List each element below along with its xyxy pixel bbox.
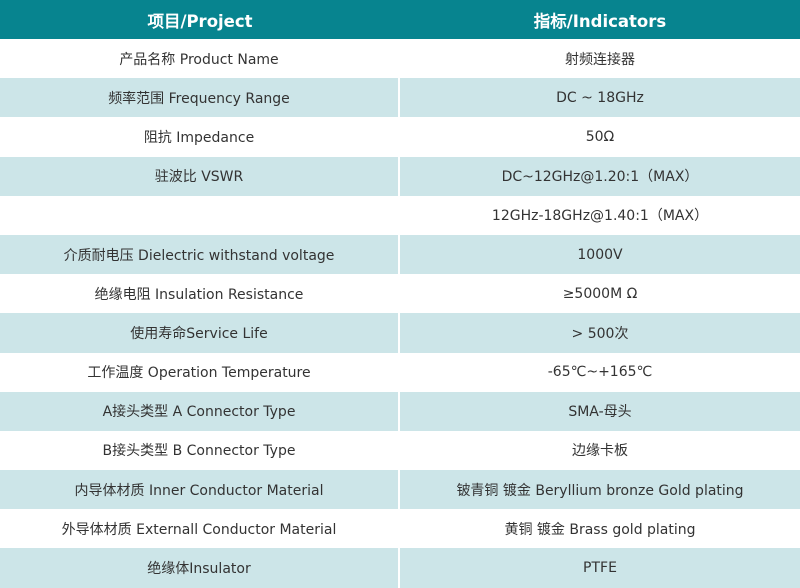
indicator-cell: DC~12GHz@1.20:1（MAX）: [400, 156, 800, 196]
project-cell: 阻抗 Impedance: [0, 117, 400, 157]
indicator-cell: 50Ω: [585, 128, 615, 145]
table-row: 阻抗 Impedance 50Ω: [0, 117, 800, 157]
indicator-cell: 射频连接器: [565, 51, 635, 68]
indicator-cell: 边缘卡板: [572, 443, 628, 460]
table-row: 频率范围 Frequency Range DC ~ 18GHz: [0, 78, 800, 118]
project-cell: 使用寿命Service Life: [0, 313, 400, 353]
indicator-cell: -65℃~+165℃: [547, 364, 653, 381]
project-cell: A接头类型 A Connector Type: [0, 391, 400, 431]
project-cell: 工作温度 Operation Temperature: [0, 352, 400, 392]
table-row: 使用寿命Service Life > 500次: [0, 313, 800, 353]
indicator-cell: 黄铜 镀金 Brass gold plating: [504, 521, 696, 538]
table-header-row: 项目/Project 指标/Indicators: [0, 0, 800, 39]
table-row: A接头类型 A Connector Type SMA-母头: [0, 391, 800, 431]
table-row: 驻波比 VSWR DC~12GHz@1.20:1（MAX）: [0, 156, 800, 196]
project-cell: B接头类型 B Connector Type: [0, 430, 400, 471]
table-row: 介质耐电压 Dielectric withstand voltage 1000V: [0, 234, 800, 275]
indicator-cell: 1000V: [400, 234, 800, 275]
table-row: 内导体材质 Inner Conductor Material 铍青铜 镀金 Ber…: [0, 470, 800, 510]
project-cell: 外导体材质 Externall Conductor Material: [0, 509, 400, 549]
project-cell: 驻波比 VSWR: [0, 156, 400, 196]
project-cell: 绝缘电阻 Insulation Resistance: [0, 274, 400, 314]
project-cell: 绝缘体Insulator: [0, 548, 400, 588]
header-project: 项目/Project: [0, 0, 400, 39]
table-row: 产品名称 Product Name 射频连接器: [0, 39, 800, 79]
table-row: 外导体材质 Externall Conductor Material 黄铜 镀金 …: [0, 509, 800, 549]
indicator-cell: DC ~ 18GHz: [400, 78, 800, 118]
indicator-cell: 12GHz-18GHz@1.40:1（MAX）: [491, 208, 709, 225]
project-cell: 介质耐电压 Dielectric withstand voltage: [0, 234, 400, 275]
indicator-cell: 铍青铜 镀金 Beryllium bronze Gold plating: [400, 470, 800, 510]
table-row: 绝缘体Insulator PTFE: [0, 548, 800, 588]
table-row: 12GHz-18GHz@1.40:1（MAX）: [0, 195, 800, 235]
indicator-cell: ≥5000M Ω: [562, 285, 638, 302]
project-cell: [0, 195, 400, 235]
header-indicators: 指标/Indicators: [400, 0, 800, 39]
indicator-cell: > 500次: [400, 313, 800, 353]
table-row: 工作温度 Operation Temperature -65℃~+165℃: [0, 352, 800, 392]
indicator-cell: SMA-母头: [400, 391, 800, 431]
table-row: B接头类型 B Connector Type 边缘卡板: [0, 430, 800, 471]
indicator-cell: PTFE: [400, 548, 800, 588]
project-cell: 产品名称 Product Name: [0, 39, 400, 79]
table-row: 绝缘电阻 Insulation Resistance ≥5000M Ω: [0, 274, 800, 314]
project-cell: 内导体材质 Inner Conductor Material: [0, 470, 400, 510]
project-cell: 频率范围 Frequency Range: [0, 78, 400, 118]
